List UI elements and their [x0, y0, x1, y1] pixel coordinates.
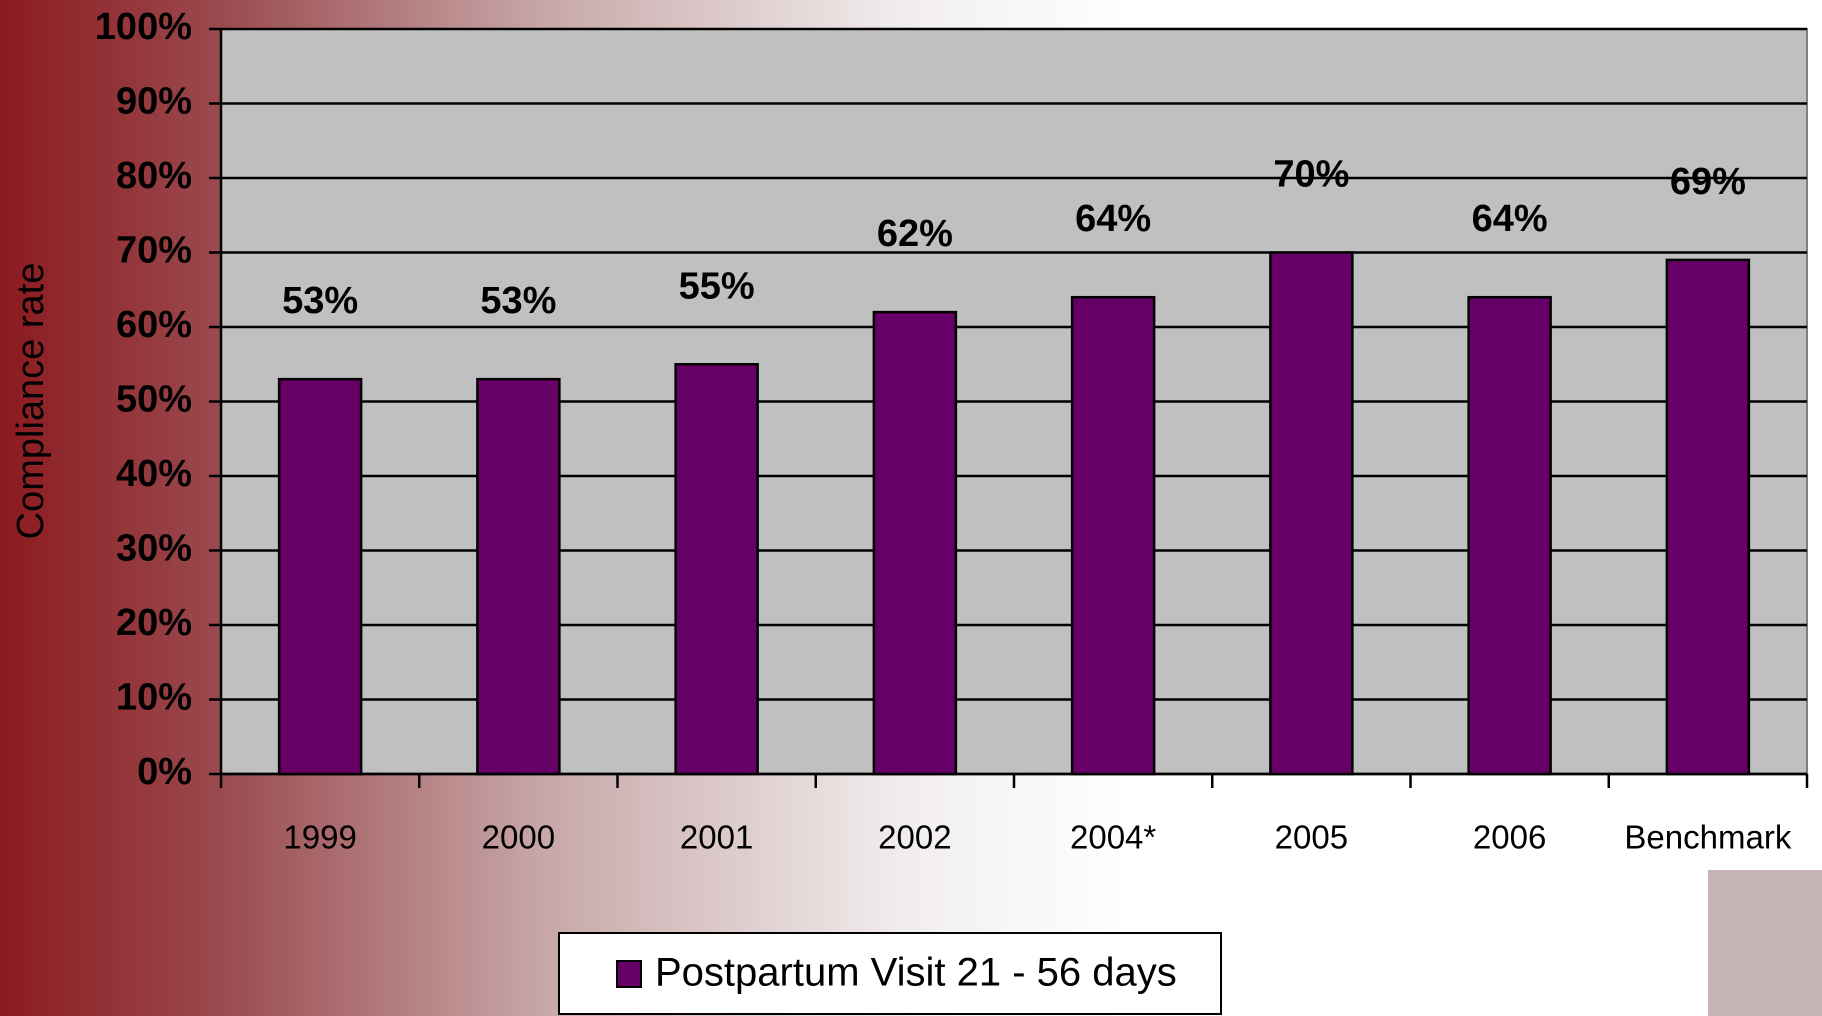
data-label: 64%	[1075, 198, 1151, 240]
x-tick-label: 2006	[1473, 819, 1546, 856]
data-label: 64%	[1472, 198, 1548, 240]
bar	[277, 377, 363, 776]
y-tick-label: 50%	[116, 379, 192, 421]
legend	[558, 932, 1222, 1015]
legend-swatch	[616, 960, 642, 988]
y-axis-title: Compliance rate	[10, 263, 52, 540]
x-tick-label: 1999	[283, 819, 356, 856]
y-tick-label: 70%	[116, 230, 192, 272]
bar	[1467, 295, 1552, 776]
bar	[1665, 258, 1751, 776]
bar	[1269, 251, 1354, 776]
bar	[872, 310, 958, 776]
data-label: 62%	[877, 213, 953, 255]
x-tick-label: 2004*	[1070, 819, 1156, 856]
y-tick-label: 100%	[95, 6, 192, 48]
y-tick-label: 10%	[116, 677, 192, 719]
data-label: 69%	[1670, 161, 1746, 203]
data-label: 70%	[1273, 154, 1349, 196]
data-label: 53%	[480, 280, 556, 322]
data-label: 55%	[679, 265, 755, 307]
y-tick-label: 30%	[116, 528, 192, 570]
bar	[674, 363, 759, 776]
bar	[1070, 295, 1156, 776]
y-tick-label: 60%	[116, 304, 192, 346]
x-tick-label: Benchmark	[1624, 819, 1791, 856]
x-tick-label: 2002	[878, 819, 951, 856]
y-tick-label: 90%	[116, 81, 192, 123]
y-tick-label: 0%	[137, 751, 192, 793]
logo	[1708, 870, 1822, 1016]
x-tick-label: 2005	[1275, 819, 1348, 856]
bar	[476, 377, 561, 776]
x-tick-label: 2000	[482, 819, 555, 856]
y-tick-label: 40%	[116, 453, 192, 495]
data-label: 53%	[282, 280, 358, 322]
y-tick-label: 20%	[116, 602, 192, 644]
y-tick-label: 80%	[116, 155, 192, 197]
legend-label: Postpartum Visit 21 - 56 days	[655, 951, 1177, 995]
x-tick-label: 2001	[680, 819, 753, 856]
